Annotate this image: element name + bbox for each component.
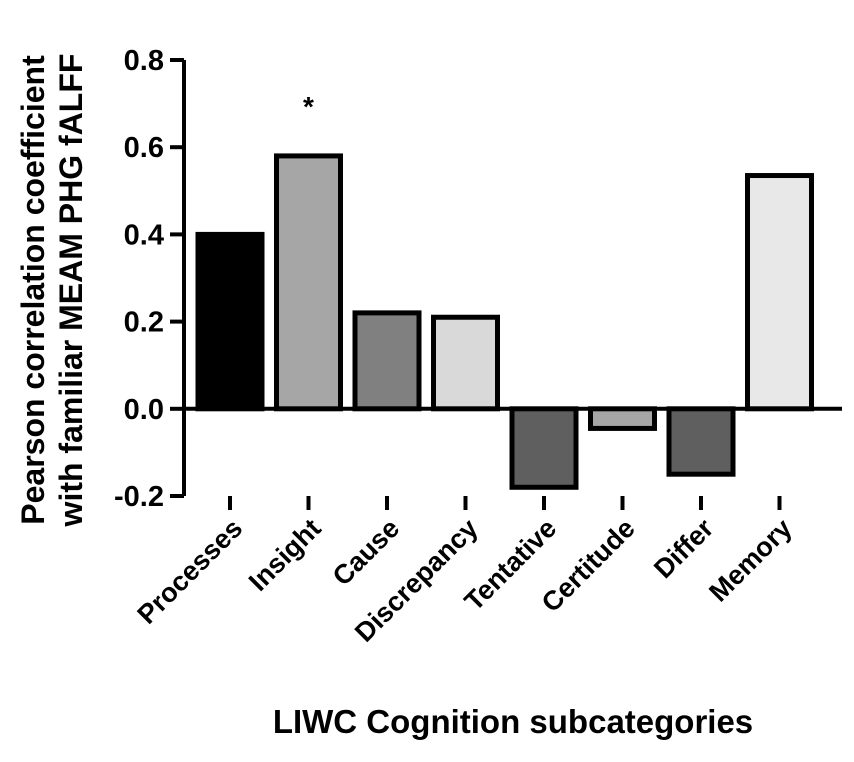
bar-tentative: [509, 406, 579, 490]
bar-insight: [274, 153, 343, 412]
bars-layer: [195, 153, 814, 490]
significance-asterisk: *: [303, 91, 314, 122]
x-tick-label: Memory: [703, 513, 797, 607]
bar-processes: [195, 231, 265, 412]
y-tick-label: 0.2: [124, 307, 164, 339]
x-axis-label: LIWC Cognition subcategories: [273, 703, 753, 740]
y-axis-label: with familiar MEAM PHG fALFF: [53, 54, 89, 528]
x-tick-label: Differ: [648, 513, 719, 584]
bar-memory: [745, 173, 814, 412]
y-tick-label: -0.2: [114, 481, 164, 513]
bar-certitude: [588, 406, 657, 431]
y-tick-label: 0.8: [124, 45, 164, 77]
y-tick-label: 0.6: [124, 132, 164, 164]
y-tick-label: 0.0: [124, 394, 164, 426]
y-axis-label: Pearson correlation coefficient: [15, 55, 51, 525]
axes-layer: [170, 58, 842, 510]
x-tick-label: Cause: [327, 513, 406, 592]
bar-cause: [352, 310, 422, 412]
y-tick-label: 0.4: [124, 219, 164, 251]
bar-differ: [666, 406, 736, 477]
bar-discrepancy: [431, 314, 500, 412]
x-tick-label: Insight: [243, 513, 327, 597]
x-tick-label: Processes: [131, 513, 248, 630]
